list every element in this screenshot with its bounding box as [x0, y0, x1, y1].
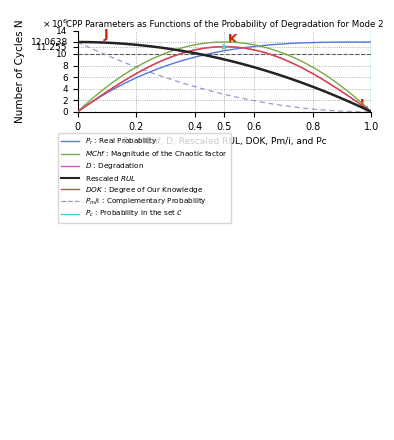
Text: $\times\,10^6$: $\times\,10^6$ — [42, 18, 69, 30]
Y-axis label: Number of Cycles N: Number of Cycles N — [15, 19, 25, 123]
Legend: $P_r$ : Real Probability, $MChf$ : Magnitude of the Chaotic factor, $D$ : Degrad: $P_r$ : Real Probability, $MChf$ : Magni… — [58, 133, 231, 223]
Text: K: K — [227, 33, 237, 46]
X-axis label: Pr, MChf, D, Rescaled RUL, DOK, Pm/i, and Pc: Pr, MChf, D, Rescaled RUL, DOK, Pm/i, an… — [123, 137, 326, 146]
Title: CPP Parameters as Functions of the Probability of Degradation for Mode 2: CPP Parameters as Functions of the Proba… — [66, 20, 383, 29]
Text: L: L — [360, 98, 368, 111]
Text: J: J — [104, 29, 109, 41]
